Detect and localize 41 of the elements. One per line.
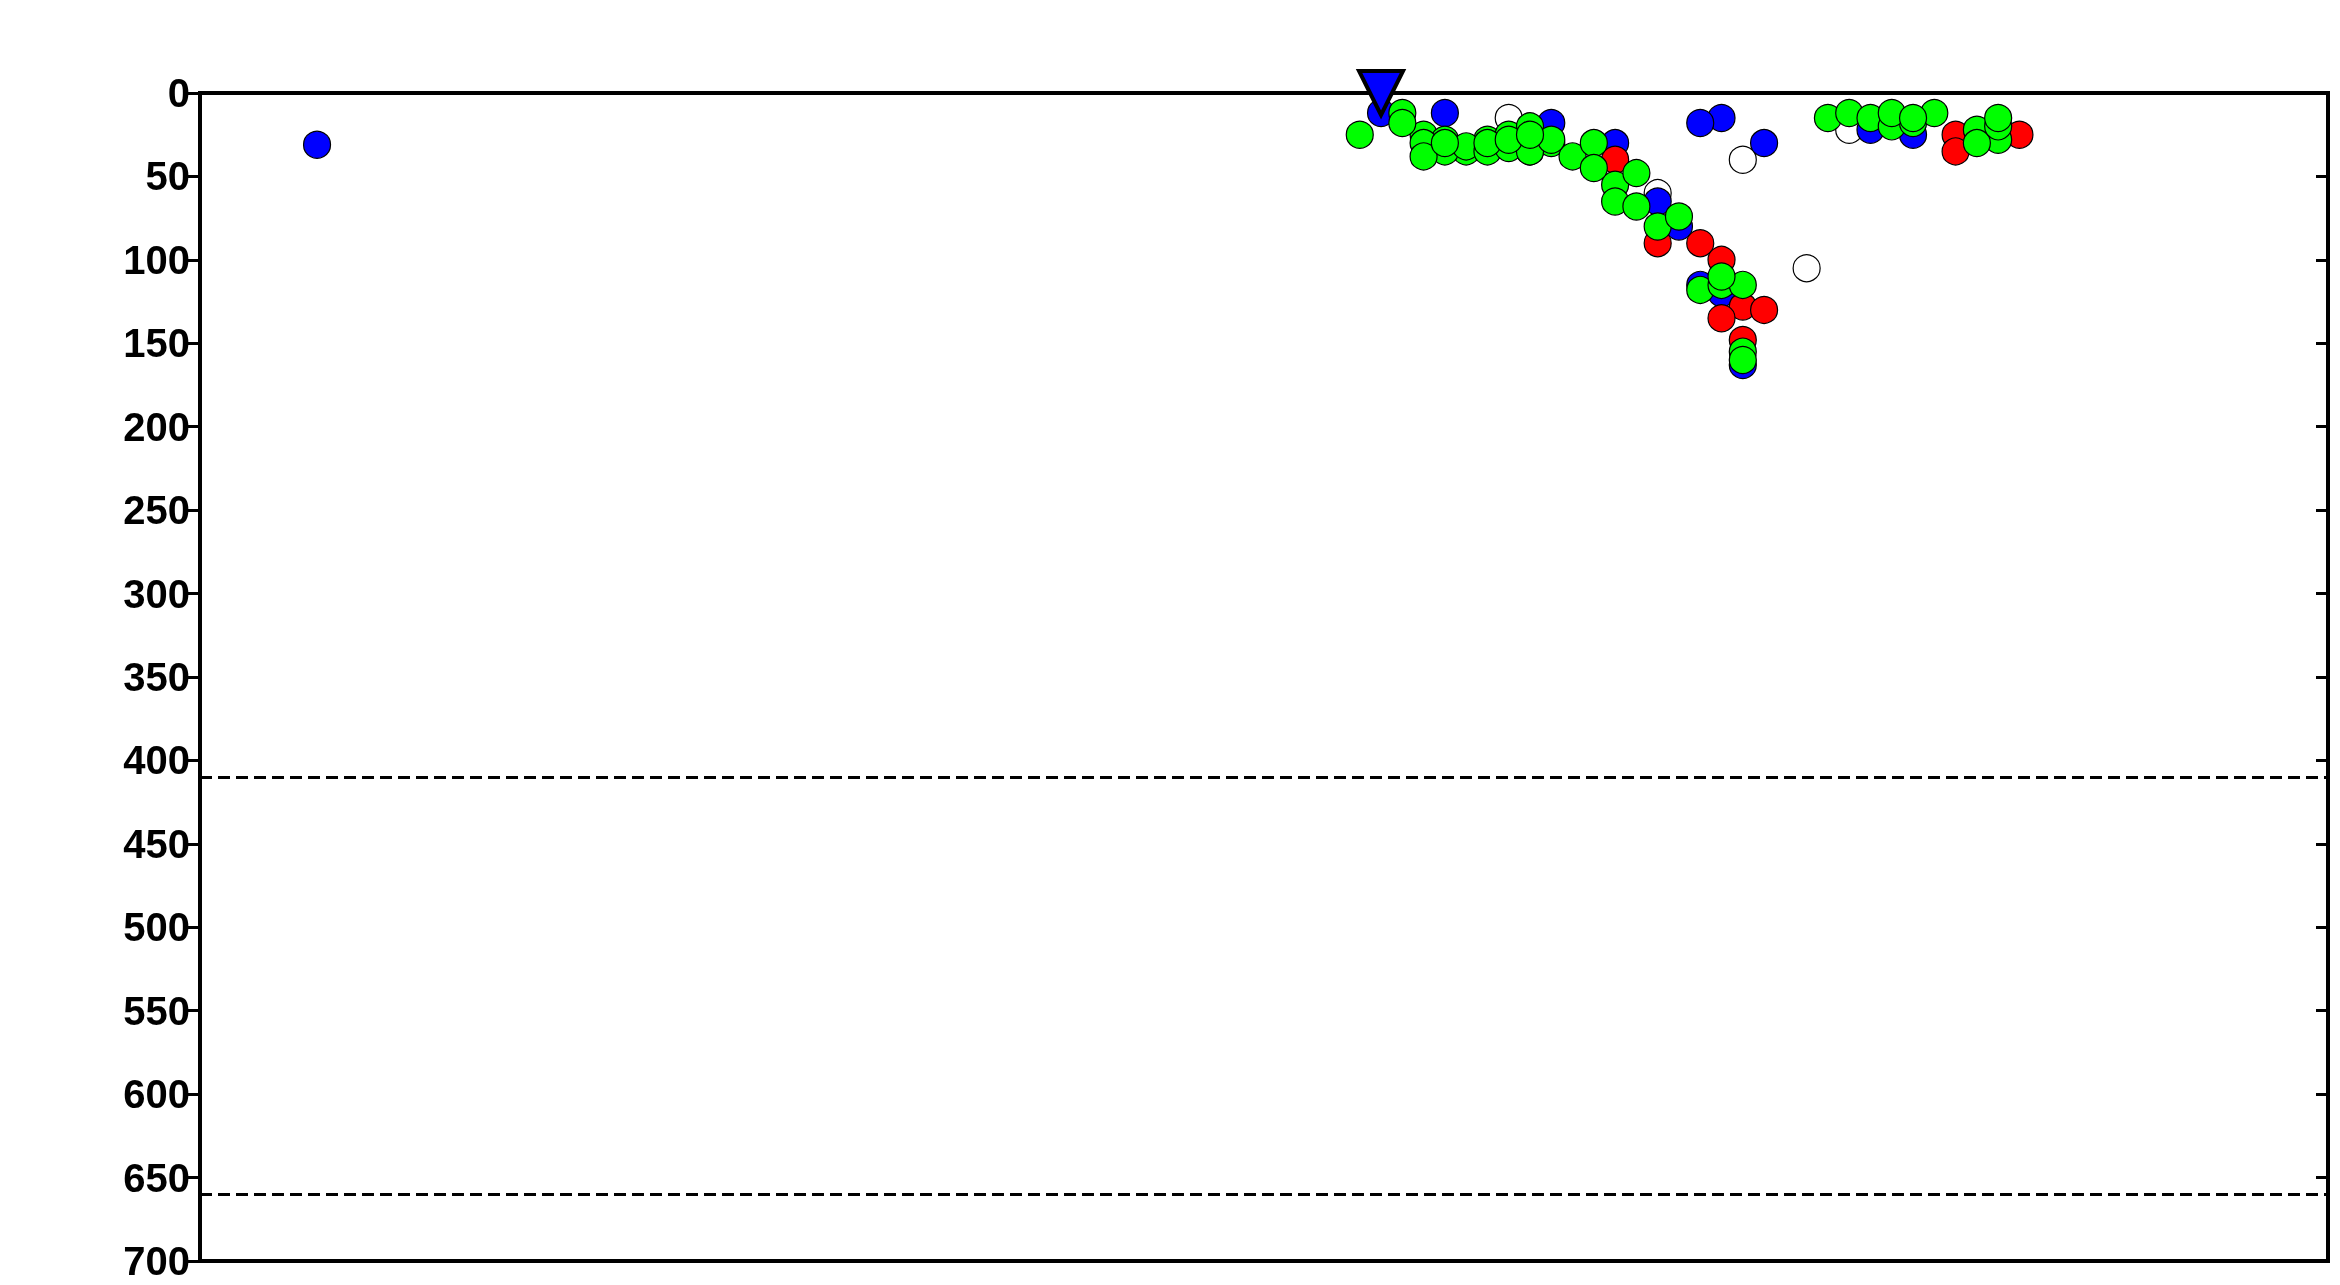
- point: [1355, 69, 1407, 120]
- point: [1388, 108, 1417, 138]
- point: [1941, 137, 1970, 166]
- y-tick-label: 0: [167, 71, 190, 115]
- point: [1515, 120, 1545, 149]
- y-tick-label: 400: [123, 738, 190, 783]
- y-tick-label: 150: [123, 321, 190, 366]
- point: [1792, 254, 1821, 283]
- point: [1430, 98, 1459, 128]
- point: [1622, 192, 1651, 221]
- y-tick-label: 650: [123, 1155, 190, 1200]
- y-tick-label: 600: [123, 1072, 190, 1117]
- point: [1579, 153, 1608, 183]
- y-tick-label: 350: [123, 655, 190, 699]
- y-tick-label: 200: [123, 404, 190, 449]
- point: [1686, 229, 1715, 258]
- point: [1962, 128, 1991, 158]
- point: [1707, 304, 1736, 333]
- point: [1728, 145, 1757, 174]
- point: [1728, 345, 1757, 375]
- y-tick-label: 700: [123, 1239, 190, 1283]
- point: [302, 130, 332, 159]
- y-tick-label: 500: [123, 905, 190, 950]
- y-tick-label: 300: [123, 571, 190, 616]
- point: [1345, 120, 1374, 149]
- y-tick-label: 100: [123, 237, 190, 282]
- y-tick-label: 50: [145, 154, 190, 199]
- point: [1728, 270, 1757, 299]
- point: [1622, 159, 1651, 188]
- y-tick-label: 450: [123, 821, 190, 866]
- point: [1643, 212, 1672, 241]
- point: [1984, 103, 2013, 133]
- point: [1579, 128, 1608, 158]
- y-tick-label: 250: [123, 488, 190, 533]
- point: [1750, 295, 1779, 325]
- point: [1409, 142, 1438, 171]
- point: [1707, 262, 1736, 291]
- point: [1664, 202, 1694, 231]
- point: [1686, 108, 1715, 138]
- y-tick-label: 550: [123, 988, 190, 1033]
- point: [1750, 128, 1779, 158]
